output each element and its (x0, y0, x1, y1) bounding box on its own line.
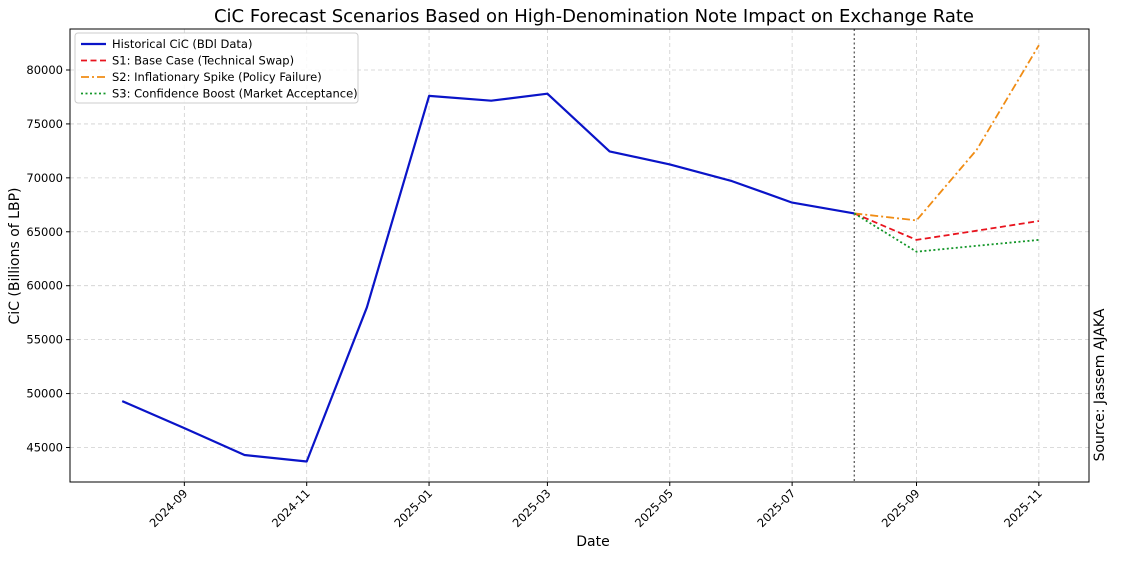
y-tick-label: 45000 (26, 440, 63, 454)
y-tick-label: 80000 (26, 63, 63, 77)
series-line-2 (853, 212, 1040, 241)
y-tick-label: 55000 (26, 333, 63, 347)
legend: Historical CiC (BDl Data) S1: Base Case (… (74, 32, 359, 104)
legend-label-2: S1: Base Case (Technical Swap) (112, 54, 294, 68)
y-axis: 45000 50000 55000 60000 65000 70000 75000 80000 (26, 63, 70, 454)
y-tick-label: 50000 (26, 387, 63, 401)
chart-title: CiC Forecast Scenarios Based on High-Den… (214, 6, 974, 27)
y-tick-label: 65000 (26, 225, 63, 239)
plot-frame (69, 28, 1090, 483)
series-line-3 (854, 44, 1040, 222)
y-tick-label: 60000 (26, 279, 63, 293)
legend-label-3: S2: Inflationary Spike (Policy Failure) (112, 70, 322, 84)
legend-label-4: S3: Confidence Boost (Market Acceptance) (112, 87, 358, 101)
series-layer (121, 44, 1040, 463)
y-axis-label: CiC (Billions of LBP) (7, 188, 23, 325)
legend-box (74, 32, 359, 104)
legend-label-1: Historical CiC (BDl Data) (112, 37, 252, 51)
series-line-1 (121, 92, 855, 463)
y-tick-label: 75000 (26, 117, 63, 131)
source-note: Source: Jassem AJAKA (1092, 308, 1108, 461)
y-tick-label: 70000 (26, 171, 63, 185)
x-axis-label: Date (576, 534, 609, 550)
grid (70, 29, 1089, 482)
series-line-4 (853, 212, 1039, 253)
